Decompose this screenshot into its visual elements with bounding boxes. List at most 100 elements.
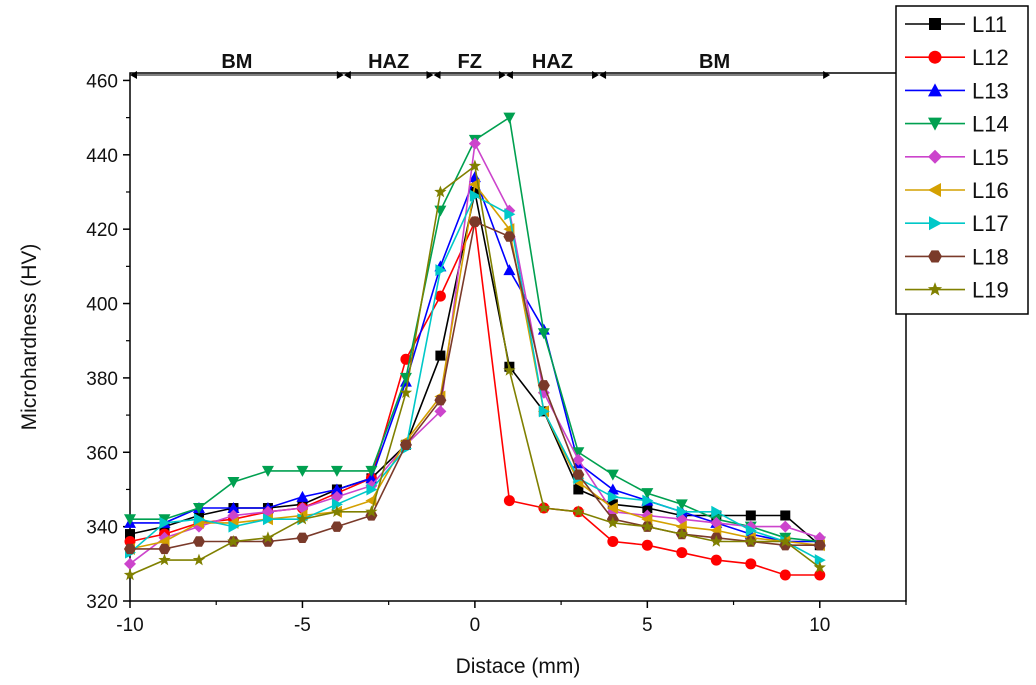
data-point [503, 231, 516, 242]
legend-label: L19 [972, 278, 1009, 303]
data-point [779, 535, 792, 547]
y-tick-label: 320 [86, 592, 118, 613]
region-label-fz: FZ [457, 51, 481, 73]
region-arrow-right [823, 71, 831, 79]
data-point [124, 514, 136, 526]
y-tick-label: 360 [86, 443, 118, 464]
data-point [435, 350, 446, 361]
data-point [813, 561, 826, 573]
data-point [296, 465, 309, 477]
y-tick-label: 340 [86, 518, 118, 539]
data-point [399, 372, 412, 384]
legend-label: L12 [972, 45, 1009, 70]
data-point [676, 547, 688, 559]
legend-item-l18: L18 [905, 244, 1009, 269]
data-point [779, 540, 792, 551]
data-point [468, 137, 481, 150]
data-point [710, 535, 723, 547]
data-point [261, 465, 274, 477]
region-arrow-left [599, 71, 607, 79]
data-point [537, 380, 550, 391]
data-point [296, 490, 309, 502]
data-point [928, 83, 942, 97]
data-point [504, 208, 516, 221]
data-point [434, 395, 447, 406]
data-point [675, 499, 688, 511]
data-point [745, 558, 757, 570]
data-point [262, 513, 274, 526]
legend-label: L14 [972, 112, 1009, 137]
data-point [503, 112, 516, 124]
data-point [606, 516, 620, 529]
y-tick-label: 400 [86, 295, 118, 316]
y-tick-label: 420 [86, 220, 118, 241]
series-line-l18 [130, 220, 820, 550]
data-point [435, 264, 447, 277]
x-tick-label: -5 [294, 615, 311, 636]
region-arrow-right [592, 71, 600, 79]
region-label-haz: HAZ [368, 51, 409, 73]
data-point [710, 554, 722, 566]
data-point [330, 465, 343, 477]
region-arrow-left [343, 71, 351, 79]
region-label-bm: BM [699, 51, 730, 73]
data-point [928, 183, 941, 197]
y-tick-label: 440 [86, 146, 118, 167]
legend-item-l16: L16 [905, 178, 1009, 203]
data-point [123, 568, 137, 581]
data-point [537, 501, 551, 514]
legend-item-l19: L19 [905, 278, 1009, 303]
x-tick-label: 10 [809, 615, 830, 636]
data-point [125, 529, 135, 540]
data-point [503, 264, 516, 276]
data-point [928, 117, 942, 131]
data-point [928, 50, 942, 64]
series-line-l15 [129, 140, 821, 565]
legend-label: L16 [972, 178, 1009, 203]
data-point [641, 488, 654, 500]
data-point [745, 524, 757, 537]
region-arrow-right [336, 71, 344, 79]
y-axis-title: Microhardness (HV) [18, 244, 41, 431]
data-point [676, 505, 688, 518]
region-label-bm: BM [221, 51, 252, 73]
data-point [434, 405, 447, 418]
data-point [365, 510, 378, 521]
data-point [124, 557, 136, 570]
series-l16 [124, 178, 825, 555]
data-point [813, 540, 826, 551]
region-arrow-right [498, 71, 506, 79]
x-axis-title: Distace (mm) [456, 655, 581, 678]
data-point [573, 484, 584, 495]
data-point [928, 250, 942, 263]
data-point [365, 465, 378, 477]
series-l11 [125, 186, 825, 551]
region-arrow-left [130, 71, 137, 79]
region-arrow-left [505, 71, 513, 79]
data-point [159, 516, 171, 529]
data-point [814, 569, 826, 581]
data-point [124, 543, 136, 555]
data-point [642, 494, 654, 507]
legend-label: L13 [972, 78, 1009, 103]
data-point [469, 189, 481, 202]
data-point [537, 328, 550, 340]
data-point [434, 185, 447, 198]
legend-label: L18 [972, 244, 1009, 269]
legend-label: L17 [972, 211, 1009, 236]
data-point [779, 569, 791, 581]
data-point [228, 520, 240, 533]
data-point [227, 477, 240, 489]
data-point [193, 510, 204, 521]
data-point [606, 469, 619, 481]
series-l19 [123, 159, 826, 581]
legend-item-l17: L17 [905, 211, 1009, 236]
data-point [572, 505, 585, 518]
legend: L11 L12 L13 L14 L15 L16 L17 L18 L19 [895, 5, 1029, 315]
legend-label: L11 [972, 12, 1007, 37]
data-point [929, 18, 941, 30]
data-point [296, 512, 309, 525]
legend-item-l12: L12 [905, 45, 1009, 70]
data-point [607, 490, 619, 503]
